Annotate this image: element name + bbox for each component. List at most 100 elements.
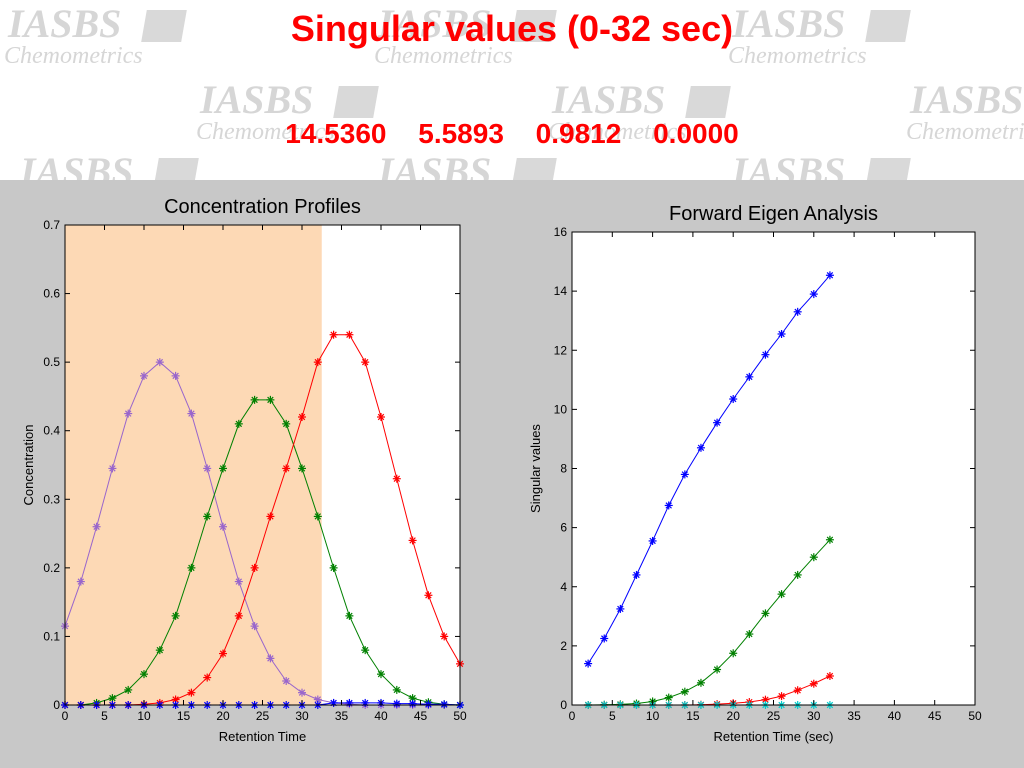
watermark-subtext: Chemometrics	[906, 119, 1024, 145]
y-tick-label: 0.3	[43, 492, 60, 506]
x-tick-label: 40	[888, 709, 902, 723]
y-axis-label: Singular values	[528, 424, 543, 513]
data-point	[345, 698, 354, 707]
data-point	[313, 358, 322, 367]
y-tick-label: 10	[554, 402, 568, 416]
data-point	[696, 443, 705, 452]
watermark-text: IASBS	[378, 149, 492, 181]
data-point	[825, 271, 834, 280]
data-point	[424, 591, 433, 600]
data-point	[377, 670, 385, 679]
data-point	[298, 688, 306, 697]
data-point	[440, 700, 449, 709]
y-tick-label: 0.1	[43, 629, 60, 643]
y-tick-label: 12	[554, 343, 568, 357]
data-point	[124, 685, 133, 694]
data-point	[777, 590, 786, 599]
page-title: Singular values (0-32 sec)	[290, 8, 734, 49]
x-tick-label: 30	[807, 709, 821, 723]
data-point	[171, 611, 180, 620]
figure-panel: 0 5 10 15 20 25 30 35 40 45 50 0 0.1 0.2 0.3 0.4 0.5 0.6 0…	[0, 180, 1024, 768]
x-tick-label: 40	[374, 709, 388, 723]
data-point	[171, 371, 180, 380]
x-tick-label: 25	[767, 709, 781, 723]
data-point	[155, 358, 164, 367]
x-tick-label: 30	[295, 709, 309, 723]
data-point	[408, 694, 417, 703]
watermark-text: IASBS	[732, 149, 846, 181]
data-point	[266, 395, 275, 404]
figure-canvas: 0 5 10 15 20 25 30 35 40 45 5000.10.20.30.40.50.60…	[21, 196, 982, 744]
data-point	[313, 512, 322, 521]
data-point	[203, 512, 212, 521]
data-point	[250, 395, 259, 404]
data-point	[219, 649, 227, 658]
data-point	[377, 413, 385, 421]
watermark-text: IASBS	[732, 1, 846, 46]
data-point	[298, 413, 306, 421]
data-point	[713, 418, 722, 427]
data-point	[825, 671, 834, 680]
data-point	[266, 512, 275, 521]
data-point	[392, 685, 401, 694]
data-point	[108, 464, 117, 473]
watermark-text: IASBS	[910, 77, 1024, 122]
x-tick-label: 50	[968, 709, 982, 723]
data-point	[745, 372, 754, 381]
data-point	[108, 694, 117, 703]
data-point	[777, 329, 786, 338]
x-axis-label: Retention Time	[219, 729, 306, 744]
data-point	[234, 611, 243, 620]
data-point	[729, 649, 738, 658]
data-point	[600, 634, 609, 643]
singular-values-row: 14.5360 5.5893 0.9812 0.0000	[0, 118, 1024, 150]
data-point	[282, 419, 291, 428]
watermark-subtext: Chemometrics	[374, 43, 513, 69]
watermark-flag-icon	[333, 86, 379, 118]
data-point	[408, 699, 417, 708]
data-point	[809, 290, 818, 299]
y-tick-label: 0.5	[43, 355, 60, 369]
data-point	[809, 553, 818, 562]
watermark-text: IASBS	[378, 1, 492, 46]
data-point	[345, 330, 354, 339]
data-point	[187, 688, 196, 697]
x-axis-label: Retention Time (sec)	[714, 729, 834, 744]
x-tick-label: 0	[569, 709, 576, 723]
data-point	[793, 570, 802, 579]
data-point	[745, 630, 754, 639]
data-point	[155, 646, 164, 655]
watermark-subtext: Chemometrics	[548, 119, 687, 145]
plot-area	[572, 232, 975, 705]
watermark-flag-icon	[865, 158, 911, 180]
singular-value-1: 14.5360	[285, 118, 387, 149]
data-point	[345, 611, 354, 620]
data-point	[140, 371, 148, 380]
time-window-shade	[65, 225, 322, 705]
data-point	[124, 409, 133, 418]
data-point	[266, 654, 275, 663]
x-tick-label: 50	[453, 709, 467, 723]
watermark-flag-icon	[153, 158, 199, 180]
x-tick-label: 0	[62, 709, 69, 723]
data-point	[648, 536, 657, 545]
x-tick-label: 20	[727, 709, 741, 723]
x-tick-label: 25	[256, 709, 270, 723]
data-point	[729, 395, 738, 404]
y-tick-label: 0	[560, 698, 567, 712]
y-axis-label: Concentration	[21, 425, 36, 506]
data-point	[361, 698, 370, 707]
data-point	[361, 358, 370, 367]
singular-value-4: 0.0000	[653, 118, 739, 149]
x-tick-label: 35	[847, 709, 861, 723]
data-point	[408, 536, 417, 545]
watermark-text: IASBS	[20, 149, 134, 181]
y-tick-label: 4	[560, 580, 567, 594]
